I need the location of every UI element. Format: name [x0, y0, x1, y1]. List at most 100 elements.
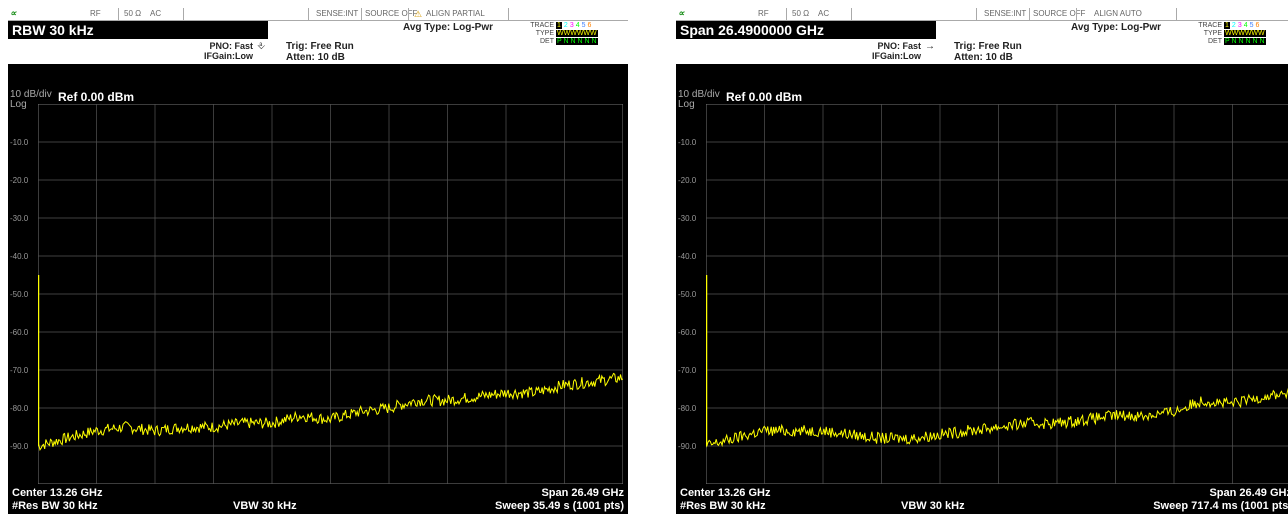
pno-label: PNO: Fast	[877, 41, 921, 51]
y-tick-label: -30.0	[10, 214, 29, 223]
status-bar: ∝ RF 50 Ω AC SENSE:INT SOURCE OFF ⚠ ALIG…	[8, 8, 628, 21]
ifgain-label: IFGain:Low	[872, 51, 921, 61]
trigger-symbol-icon: ⎀	[257, 41, 265, 52]
trace-panel[interactable]: TRACE 1 2 3 4 5 6 TYPE WWWWWW DET P N N N N N	[530, 22, 628, 46]
type-label: TYPE	[535, 30, 554, 37]
scale-label: 10 dB/div Log	[678, 90, 720, 110]
det-label: DET	[1208, 38, 1222, 45]
align-label: ALIGN AUTO	[1094, 9, 1142, 18]
trig-label: Trig: Free Run	[954, 41, 1022, 52]
trace-1-indicator[interactable]: 1	[556, 22, 562, 29]
span: Span 26.49 GHz	[541, 487, 624, 499]
trace-1-line	[38, 372, 623, 452]
atten-label: Atten: 10 dB	[286, 52, 345, 63]
y-tick-label: -70.0	[10, 366, 29, 375]
trigger-setting: Trig: Free Run Atten: 10 dB	[954, 41, 1022, 63]
y-tick-label: -90.0	[678, 442, 697, 451]
avg-type: Avg Type: Log-Pwr	[1071, 22, 1161, 33]
coupling-label: AC	[818, 9, 830, 18]
rf-input-label: RF	[758, 9, 769, 18]
trace-label: TRACE	[1198, 22, 1222, 29]
res-bw: #Res BW 30 kHz	[680, 500, 766, 512]
trace-panel[interactable]: TRACE 1 2 3 4 5 6 TYPE WWWWWW DET P N N N N N	[1198, 22, 1288, 46]
det-value: P N N N N N	[556, 38, 598, 45]
trace-1-indicator[interactable]: 1	[1224, 22, 1230, 29]
status-bar: ∝ RF 50 Ω AC SENSE:INT SOURCE OFF ALIGN …	[676, 8, 1288, 21]
y-tick-label: -40.0	[10, 252, 29, 261]
ref-level: Ref 0.00 dBm	[726, 90, 803, 104]
trace-6-indicator[interactable]: 6	[1255, 22, 1260, 29]
det-value: P N N N N N	[1224, 38, 1266, 45]
atten-label: Atten: 10 dB	[954, 52, 1013, 63]
y-tick-label: -10.0	[678, 138, 697, 147]
trace-3-indicator[interactable]: 3	[1237, 22, 1242, 29]
y-tick-label: -80.0	[10, 404, 29, 413]
align-label: ALIGN PARTIAL	[426, 9, 485, 18]
sweep: Sweep 35.49 s (1001 pts)	[494, 500, 624, 512]
source-label: SOURCE OFF	[1033, 9, 1086, 18]
y-tick-label: -70.0	[678, 366, 697, 375]
y-tick-label: -10.0	[10, 138, 29, 147]
type-value: WWWWWW	[1224, 30, 1266, 37]
avg-type: Avg Type: Log-Pwr	[403, 22, 493, 33]
active-parameter[interactable]: RBW 30 kHz	[8, 21, 268, 39]
trace-6-indicator[interactable]: 6	[587, 22, 592, 29]
y-tick-label: -20.0	[10, 176, 29, 185]
trace-4-indicator[interactable]: 4	[1243, 22, 1248, 29]
trace-4-indicator[interactable]: 4	[575, 22, 580, 29]
sense-label: SENSE:INT	[316, 9, 359, 18]
settings-header: RBW 30 kHz PNO: Fast IFGain:Low ⎀ Trig: …	[8, 21, 628, 64]
pno-setting: PNO: Fast IFGain:Low	[861, 41, 921, 61]
type-label: TYPE	[1203, 30, 1222, 37]
ref-level: Ref 0.00 dBm	[58, 90, 135, 104]
impedance-label: 50 Ω	[124, 9, 142, 18]
sweep: Sweep 717.4 ms (1001 pts)	[1153, 500, 1288, 512]
settings-header: Span 26.4900000 GHz PNO: Fast IFGain:Low…	[676, 21, 1288, 64]
y-tick-label: -60.0	[10, 328, 29, 337]
trigger-setting: Trig: Free Run Atten: 10 dB	[286, 41, 354, 63]
analyzer-screen-right: ∝ RF 50 Ω AC SENSE:INT SOURCE OFF ALIGN …	[676, 8, 1288, 514]
trace-3-indicator[interactable]: 3	[569, 22, 574, 29]
span: Span 26.49 GHz	[1209, 487, 1288, 499]
trace-5-indicator[interactable]: 5	[1249, 22, 1254, 29]
scale-label: 10 dB/div Log	[10, 90, 52, 110]
center-freq: Center 13.26 GHz	[12, 487, 103, 499]
y-tick-label: -30.0	[678, 214, 697, 223]
agilent-logo-icon: ∝	[678, 8, 685, 18]
trace-2-indicator[interactable]: 2	[563, 22, 568, 29]
vbw: VBW 30 kHz	[233, 500, 297, 512]
pno-label: PNO: Fast	[209, 41, 253, 51]
impedance-label: 50 Ω	[792, 9, 810, 18]
coupling-label: AC	[150, 9, 162, 18]
trigger-arrow-icon: →	[925, 41, 935, 52]
spectrum-plot[interactable]	[38, 104, 623, 484]
log-label: Log	[10, 99, 27, 110]
res-bw: #Res BW 30 kHz	[12, 500, 98, 512]
ifgain-label: IFGain:Low	[204, 51, 253, 61]
active-parameter[interactable]: Span 26.4900000 GHz	[676, 21, 936, 39]
analyzer-screen-left: ∝ RF 50 Ω AC SENSE:INT SOURCE OFF ⚠ ALIG…	[8, 8, 628, 514]
pno-setting: PNO: Fast IFGain:Low	[193, 41, 253, 61]
spectrum-plot[interactable]	[706, 104, 1288, 484]
sense-label: SENSE:INT	[984, 9, 1027, 18]
trace-2-indicator[interactable]: 2	[1231, 22, 1236, 29]
det-label: DET	[540, 38, 554, 45]
rf-input-label: RF	[90, 9, 101, 18]
y-tick-label: -50.0	[678, 290, 697, 299]
scale-value: 10 dB/div	[10, 89, 52, 100]
type-value: WWWWWW	[556, 30, 598, 37]
vbw: VBW 30 kHz	[901, 500, 965, 512]
y-tick-label: -40.0	[678, 252, 697, 261]
y-tick-label: -60.0	[678, 328, 697, 337]
y-tick-label: -20.0	[678, 176, 697, 185]
trig-label: Trig: Free Run	[286, 41, 354, 52]
center-freq: Center 13.26 GHz	[680, 487, 771, 499]
trace-label: TRACE	[530, 22, 554, 29]
agilent-logo-icon: ∝	[10, 8, 17, 18]
source-label: SOURCE OFF	[365, 9, 418, 18]
trace-5-indicator[interactable]: 5	[581, 22, 586, 29]
scale-value: 10 dB/div	[678, 89, 720, 100]
log-label: Log	[678, 99, 695, 110]
